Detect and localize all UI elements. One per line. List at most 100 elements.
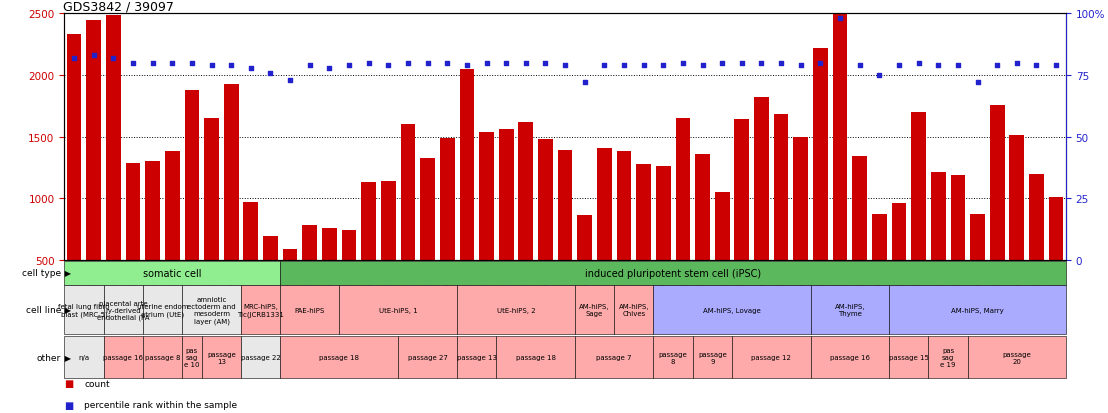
Text: MRC-hiPS,
Tic(JCRB1331: MRC-hiPS, Tic(JCRB1331 <box>237 304 284 317</box>
Text: passage 27: passage 27 <box>408 354 448 360</box>
Point <box>556 63 574 69</box>
Bar <box>1009 136 1024 322</box>
Bar <box>519 123 533 322</box>
Text: GDS3842 / 39097: GDS3842 / 39097 <box>63 0 174 13</box>
Text: pas
sag
e 10: pas sag e 10 <box>184 347 199 367</box>
Text: pas
sag
e 19: pas sag e 19 <box>941 347 956 367</box>
Text: UtE-hiPS, 2: UtE-hiPS, 2 <box>496 307 535 313</box>
Text: AM-hiPS, Marry: AM-hiPS, Marry <box>951 307 1004 313</box>
Bar <box>244 202 258 322</box>
Bar <box>499 130 513 322</box>
Bar <box>577 216 592 322</box>
Bar <box>479 133 494 322</box>
Point <box>261 70 279 77</box>
Text: somatic cell: somatic cell <box>143 268 202 278</box>
Bar <box>951 176 965 322</box>
Text: passage 22: passage 22 <box>240 354 280 360</box>
Text: count: count <box>84 379 110 388</box>
Text: other: other <box>37 353 61 362</box>
Point <box>910 60 927 67</box>
Bar <box>401 125 416 322</box>
Point <box>458 63 475 69</box>
Point <box>752 60 770 67</box>
Point <box>792 63 810 69</box>
Text: amniotic
ectoderm and
mesoderm
layer (AM): amniotic ectoderm and mesoderm layer (AM… <box>187 297 236 324</box>
Bar <box>735 120 749 322</box>
Text: AM-hiPS,
Thyme: AM-hiPS, Thyme <box>834 304 865 317</box>
Text: percentile rank within the sample: percentile rank within the sample <box>84 400 237 409</box>
Bar <box>755 98 769 322</box>
Bar <box>656 167 670 322</box>
Point <box>615 63 633 69</box>
Bar <box>597 148 612 322</box>
Text: placental arte
ry-derived
endothelial (PA: placental arte ry-derived endothelial (P… <box>96 300 150 320</box>
Bar <box>538 140 553 322</box>
Point <box>635 63 653 69</box>
Text: passage 8: passage 8 <box>145 354 181 360</box>
Point <box>772 60 790 67</box>
Point <box>517 60 535 67</box>
Point <box>890 63 907 69</box>
Point <box>930 63 947 69</box>
Text: passage 18: passage 18 <box>319 354 359 360</box>
Text: ▶: ▶ <box>62 306 71 315</box>
Point <box>85 53 103 59</box>
Point <box>851 63 869 69</box>
Text: passage
8: passage 8 <box>659 351 687 364</box>
Point <box>281 78 299 84</box>
Point <box>831 16 849 23</box>
Bar <box>322 228 337 322</box>
Point <box>399 60 417 67</box>
Bar <box>695 154 710 322</box>
Point <box>694 63 711 69</box>
Bar <box>971 215 985 322</box>
Bar <box>302 226 317 322</box>
Point <box>655 63 673 69</box>
Point <box>183 60 201 67</box>
Text: ▶: ▶ <box>62 268 71 278</box>
Point <box>124 60 142 67</box>
Bar <box>341 231 357 322</box>
Text: ▶: ▶ <box>62 353 71 362</box>
Bar <box>106 16 121 322</box>
Point <box>144 60 162 67</box>
Bar <box>283 249 297 322</box>
Bar <box>931 173 945 322</box>
Bar <box>617 152 632 322</box>
Point <box>674 60 691 67</box>
Bar <box>86 21 101 322</box>
Bar <box>1029 174 1044 322</box>
Point <box>1027 63 1045 69</box>
Text: uterine endom
etrium (UtE): uterine endom etrium (UtE) <box>136 304 188 317</box>
Text: passage 16: passage 16 <box>103 354 143 360</box>
Point <box>163 60 181 67</box>
Text: AM-hiPS,
Chives: AM-hiPS, Chives <box>618 304 649 317</box>
Point <box>1047 63 1065 69</box>
Point <box>242 65 259 72</box>
Text: AM-hiPS,
Sage: AM-hiPS, Sage <box>579 304 609 317</box>
Bar <box>1048 197 1064 322</box>
Bar <box>911 113 926 322</box>
Bar <box>715 192 729 322</box>
Point <box>419 60 437 67</box>
Point <box>1008 60 1026 67</box>
Point <box>301 63 319 69</box>
Bar <box>557 151 573 322</box>
Bar <box>460 70 474 322</box>
Point <box>340 63 358 69</box>
Bar <box>676 119 690 322</box>
Text: passage 13: passage 13 <box>456 354 496 360</box>
Point <box>968 80 986 87</box>
Text: cell type: cell type <box>22 268 61 278</box>
Bar <box>165 152 179 322</box>
Bar <box>185 90 199 322</box>
Point <box>988 63 1006 69</box>
Point <box>104 55 122 62</box>
Bar <box>420 158 435 322</box>
Text: cell line: cell line <box>25 306 61 315</box>
Text: AM-hiPS, Lovage: AM-hiPS, Lovage <box>704 307 761 313</box>
Text: passage 7: passage 7 <box>596 354 632 360</box>
Bar <box>892 204 906 322</box>
Point <box>714 60 731 67</box>
Point <box>950 63 967 69</box>
